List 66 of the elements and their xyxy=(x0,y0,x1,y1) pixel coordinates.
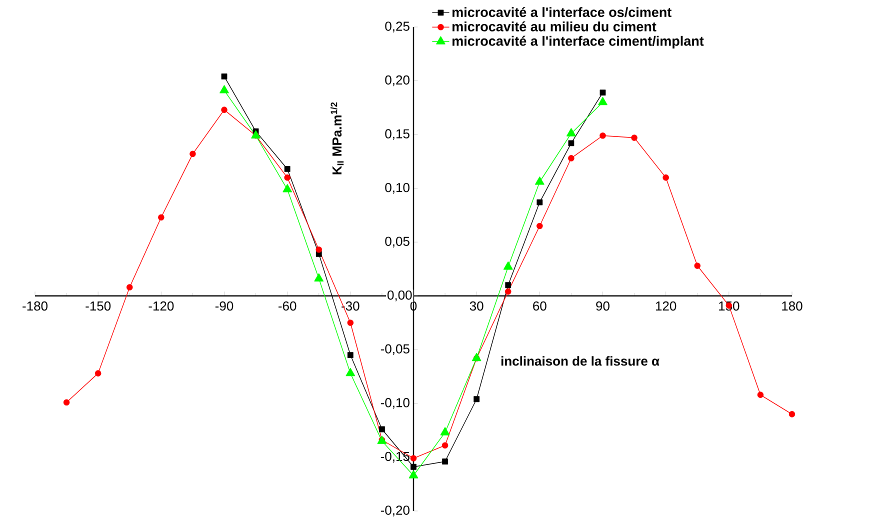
point xyxy=(347,352,354,358)
point xyxy=(284,166,290,172)
point xyxy=(474,396,480,402)
point xyxy=(347,320,354,326)
point xyxy=(568,155,574,162)
y-tick-label: 0,00 xyxy=(388,290,412,302)
point xyxy=(568,140,574,146)
point xyxy=(94,370,102,376)
x-tick-label: 120 xyxy=(656,301,676,311)
y-tick-label: -0,10 xyxy=(380,398,410,409)
point xyxy=(600,90,606,96)
point xyxy=(566,128,576,136)
point xyxy=(440,427,450,436)
y-tick-label: 0,20 xyxy=(385,75,410,86)
point xyxy=(788,411,796,418)
x-tick-label: -60 xyxy=(278,301,296,311)
point xyxy=(158,214,164,221)
y-tick-label: 0,25 xyxy=(385,22,410,32)
y-tick-label: 0,15 xyxy=(385,129,410,140)
y-tick-label: 0,05 xyxy=(385,236,410,248)
point xyxy=(410,464,416,470)
point xyxy=(316,246,322,253)
point xyxy=(598,96,608,106)
point xyxy=(408,470,418,478)
x-tick-label: 30 xyxy=(470,301,484,311)
x-tick-label: -150 xyxy=(86,301,111,311)
point xyxy=(442,442,448,449)
x-tick-label: -120 xyxy=(148,301,174,311)
x-tick-label: -90 xyxy=(215,301,234,311)
y-tick-label: -0,20 xyxy=(380,506,410,516)
point xyxy=(631,134,638,141)
point xyxy=(282,184,292,192)
y-tick-label: 0,10 xyxy=(385,182,410,194)
y-tick-label: -0,05 xyxy=(380,344,410,356)
x-tick-label: 60 xyxy=(533,301,546,311)
point xyxy=(220,85,229,94)
point xyxy=(379,426,385,432)
x-tick-label: 180 xyxy=(782,301,802,311)
point xyxy=(314,273,324,282)
point xyxy=(505,282,512,288)
point xyxy=(472,352,482,362)
point xyxy=(536,222,543,230)
x-tick-label: -180 xyxy=(22,301,48,311)
y-axis-title: K$_{II}$ MPa.m$^{1/2}$ xyxy=(330,102,344,174)
legend-label: microcavité au milieu du ciment xyxy=(452,21,656,32)
point xyxy=(346,368,356,376)
point xyxy=(503,261,513,270)
point xyxy=(410,455,417,462)
legend-label: microcavité a l'interface ciment/implant xyxy=(452,36,704,49)
point xyxy=(63,399,70,406)
point xyxy=(600,132,606,139)
point xyxy=(662,174,669,181)
legend-label: microcavité a l'interface os/ciment xyxy=(452,7,672,18)
point xyxy=(442,458,448,464)
point xyxy=(221,106,228,113)
point xyxy=(534,176,544,185)
point xyxy=(284,174,290,181)
point xyxy=(221,74,228,80)
point xyxy=(504,288,512,295)
point xyxy=(190,150,196,158)
point xyxy=(536,199,543,206)
point xyxy=(757,392,764,398)
x-axis-title: inclinaison de la fissure α xyxy=(501,356,660,366)
point xyxy=(694,262,701,269)
x-tick-label: 90 xyxy=(596,301,610,311)
point xyxy=(126,284,133,290)
